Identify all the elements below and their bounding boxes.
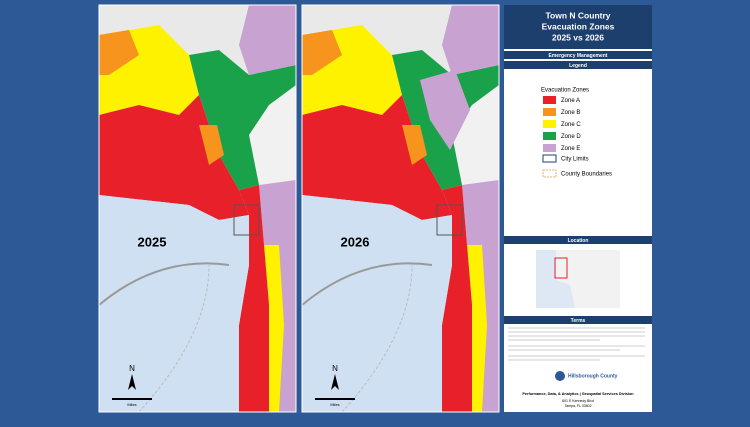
zone-swatch — [543, 96, 556, 104]
department: Emergency Management — [549, 53, 608, 59]
address: Tampa, FL 33602 — [564, 404, 591, 408]
legend-label: Zone E — [561, 146, 580, 152]
city-limits-swatch — [542, 154, 557, 163]
subtitle: 2025 vs 2026 — [552, 32, 604, 42]
map-label: 2026 — [341, 234, 370, 249]
side-panel: Town N Country Evacuation Zones 2025 vs … — [504, 5, 652, 412]
title: Town N Country — [546, 10, 611, 20]
division: Performance, Data, & Analytics | Geospat… — [522, 392, 634, 396]
legend-label: Zone C — [561, 122, 581, 128]
county-swatch — [542, 169, 557, 178]
zone-swatch — [543, 144, 556, 152]
legend-label: Zone A — [561, 98, 580, 104]
legend-label: City Limits — [561, 157, 589, 163]
address: 601 E Kennedy Blvd — [562, 399, 594, 403]
scale-label: Miles — [330, 402, 339, 407]
north-label: N — [129, 364, 135, 373]
terms-title: Terms — [571, 318, 586, 324]
location-title: Location — [568, 238, 589, 244]
map-2025 — [98, 4, 297, 413]
zone-swatch — [543, 108, 556, 116]
legend-label: Zone D — [561, 134, 581, 140]
north-arrow: N N — [128, 364, 339, 390]
legend-zones: Zone A Zone B Zone C Zone D Zone E — [543, 96, 581, 152]
logo-mark — [555, 371, 565, 381]
terms-text — [508, 327, 645, 361]
zone-swatch — [543, 132, 556, 140]
scale-bar: Miles Miles — [112, 398, 355, 407]
map-2026 — [301, 4, 500, 413]
north-label: N — [332, 364, 338, 373]
legend-label: County Boundaries — [561, 172, 612, 178]
scale-label: Miles — [127, 402, 136, 407]
legend-label: Zone B — [561, 110, 580, 116]
legend-title: Legend — [569, 63, 587, 69]
logo: Hillsborough County — [568, 373, 618, 379]
zone-swatch — [543, 120, 556, 128]
map-label: 2025 — [138, 234, 167, 249]
legend-heading: Evacuation Zones — [541, 88, 589, 94]
subtitle: Evacuation Zones — [542, 21, 615, 31]
